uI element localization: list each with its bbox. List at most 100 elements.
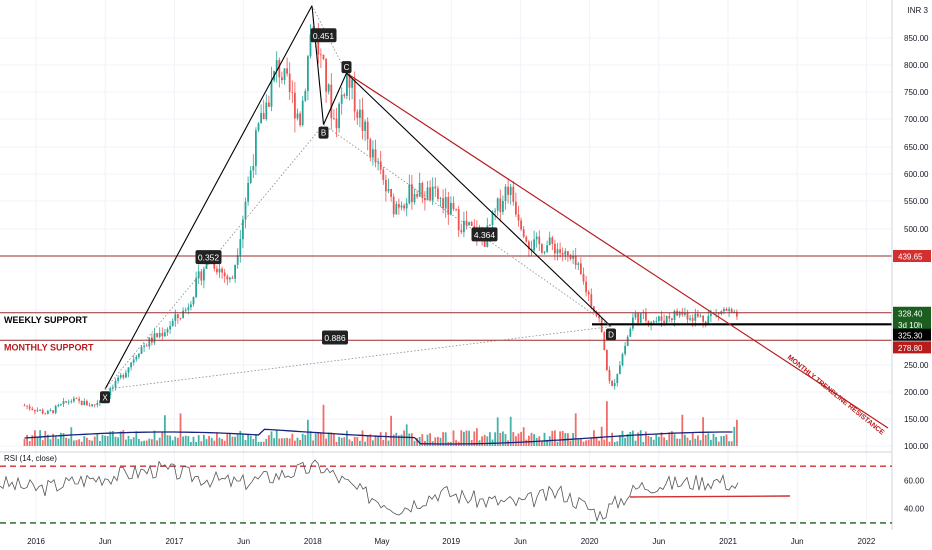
currency-label: INR 3: [908, 6, 929, 15]
candle-body: [611, 380, 613, 386]
price-tag: [893, 306, 931, 319]
candle-body: [725, 308, 728, 311]
volume-bar: [398, 435, 400, 446]
volume-bar: [106, 436, 109, 446]
candle-body: [444, 197, 447, 209]
candle-body: [83, 401, 86, 405]
candle-body: [483, 237, 486, 247]
volume-bar: [400, 434, 403, 446]
candle-body: [723, 308, 725, 312]
volume-bar: [626, 433, 629, 446]
candle-body: [307, 56, 309, 92]
candle-body: [517, 214, 520, 221]
candle-body: [528, 241, 530, 250]
candle-body: [372, 149, 374, 158]
candle-body: [595, 311, 598, 316]
volume-bar: [676, 438, 678, 446]
pattern-point-label: C: [344, 63, 350, 72]
volume-bar: [330, 432, 333, 446]
volume-bar: [91, 440, 93, 446]
volume-bar: [112, 431, 114, 446]
volume-bar: [619, 435, 621, 446]
volume-bar: [132, 437, 135, 446]
volume-bar: [119, 431, 122, 446]
pattern-ratio-line: [311, 5, 347, 74]
candle-body: [603, 332, 606, 351]
candle-body: [520, 220, 522, 230]
candle-body: [218, 268, 221, 273]
candle-body: [327, 84, 330, 92]
volume-bar: [502, 431, 504, 446]
volume-bar: [265, 438, 268, 446]
volume-bar: [699, 440, 702, 446]
candle-body: [387, 189, 390, 192]
volume-bar: [301, 433, 304, 446]
volume-bar: [182, 436, 184, 446]
price-tag: [893, 341, 931, 354]
candle-body: [62, 401, 65, 405]
volume-bar: [192, 436, 195, 446]
x-axis-label: Jun: [514, 537, 527, 546]
candle-body: [359, 109, 361, 118]
volume-bar: [606, 401, 608, 446]
volume-bar: [603, 439, 606, 446]
volume-bar: [473, 431, 476, 446]
volume-bar: [218, 437, 221, 446]
volume-bar: [673, 434, 676, 446]
volume-bar: [26, 434, 28, 446]
candle-body: [187, 307, 190, 310]
volume-bar: [541, 441, 543, 446]
volume-bar: [158, 437, 161, 446]
volume-bar: [369, 434, 372, 446]
candle-body: [52, 410, 54, 413]
candle-body: [652, 321, 655, 323]
candle-body: [392, 196, 395, 215]
volume-bar: [294, 440, 296, 446]
price-tick-label: 550.00: [904, 197, 929, 206]
volume-bar: [80, 441, 83, 446]
volume-bar: [153, 430, 156, 446]
candle-body: [226, 276, 229, 280]
candle-body: [252, 165, 255, 171]
volume-bar: [377, 435, 379, 446]
candle-body: [320, 54, 322, 56]
candle-body: [405, 203, 408, 209]
candle-body: [171, 320, 174, 327]
volume-bar: [125, 439, 127, 446]
volume-bar: [691, 431, 694, 446]
candle-body: [257, 123, 260, 131]
candle-body: [325, 58, 327, 92]
candle-body: [192, 297, 195, 305]
candle-body: [31, 408, 34, 410]
volume-bar: [216, 432, 218, 446]
price-tick-label: 600.00: [904, 170, 929, 179]
ratio-label: 0.886: [324, 333, 346, 343]
candle-body: [658, 316, 660, 321]
candle-body: [346, 74, 348, 96]
volume-bar: [312, 440, 314, 446]
volume-bar: [197, 435, 200, 446]
volume-bar: [286, 437, 288, 446]
volume-bar: [270, 431, 273, 446]
x-axis-label: 2016: [27, 537, 45, 546]
volume-bar: [463, 431, 465, 446]
candle-body: [494, 210, 496, 212]
candle-body: [551, 237, 554, 244]
volume-bar: [582, 441, 585, 446]
candle-body: [223, 272, 226, 277]
candle-body: [153, 333, 156, 343]
volume-bar: [577, 438, 580, 446]
volume-bar: [533, 434, 535, 446]
volume-bar: [418, 436, 421, 446]
volume-bar: [730, 441, 733, 446]
candle-body: [203, 268, 205, 281]
candle-body: [728, 309, 730, 311]
candle-body: [265, 102, 268, 120]
volume-bar: [52, 433, 54, 446]
volume-bar: [200, 441, 203, 446]
candle-body: [525, 236, 528, 242]
volume-bar: [385, 432, 387, 446]
pattern-leg: [346, 72, 612, 327]
price-tick-label: 800.00: [904, 61, 929, 70]
volume-bar: [221, 438, 223, 446]
